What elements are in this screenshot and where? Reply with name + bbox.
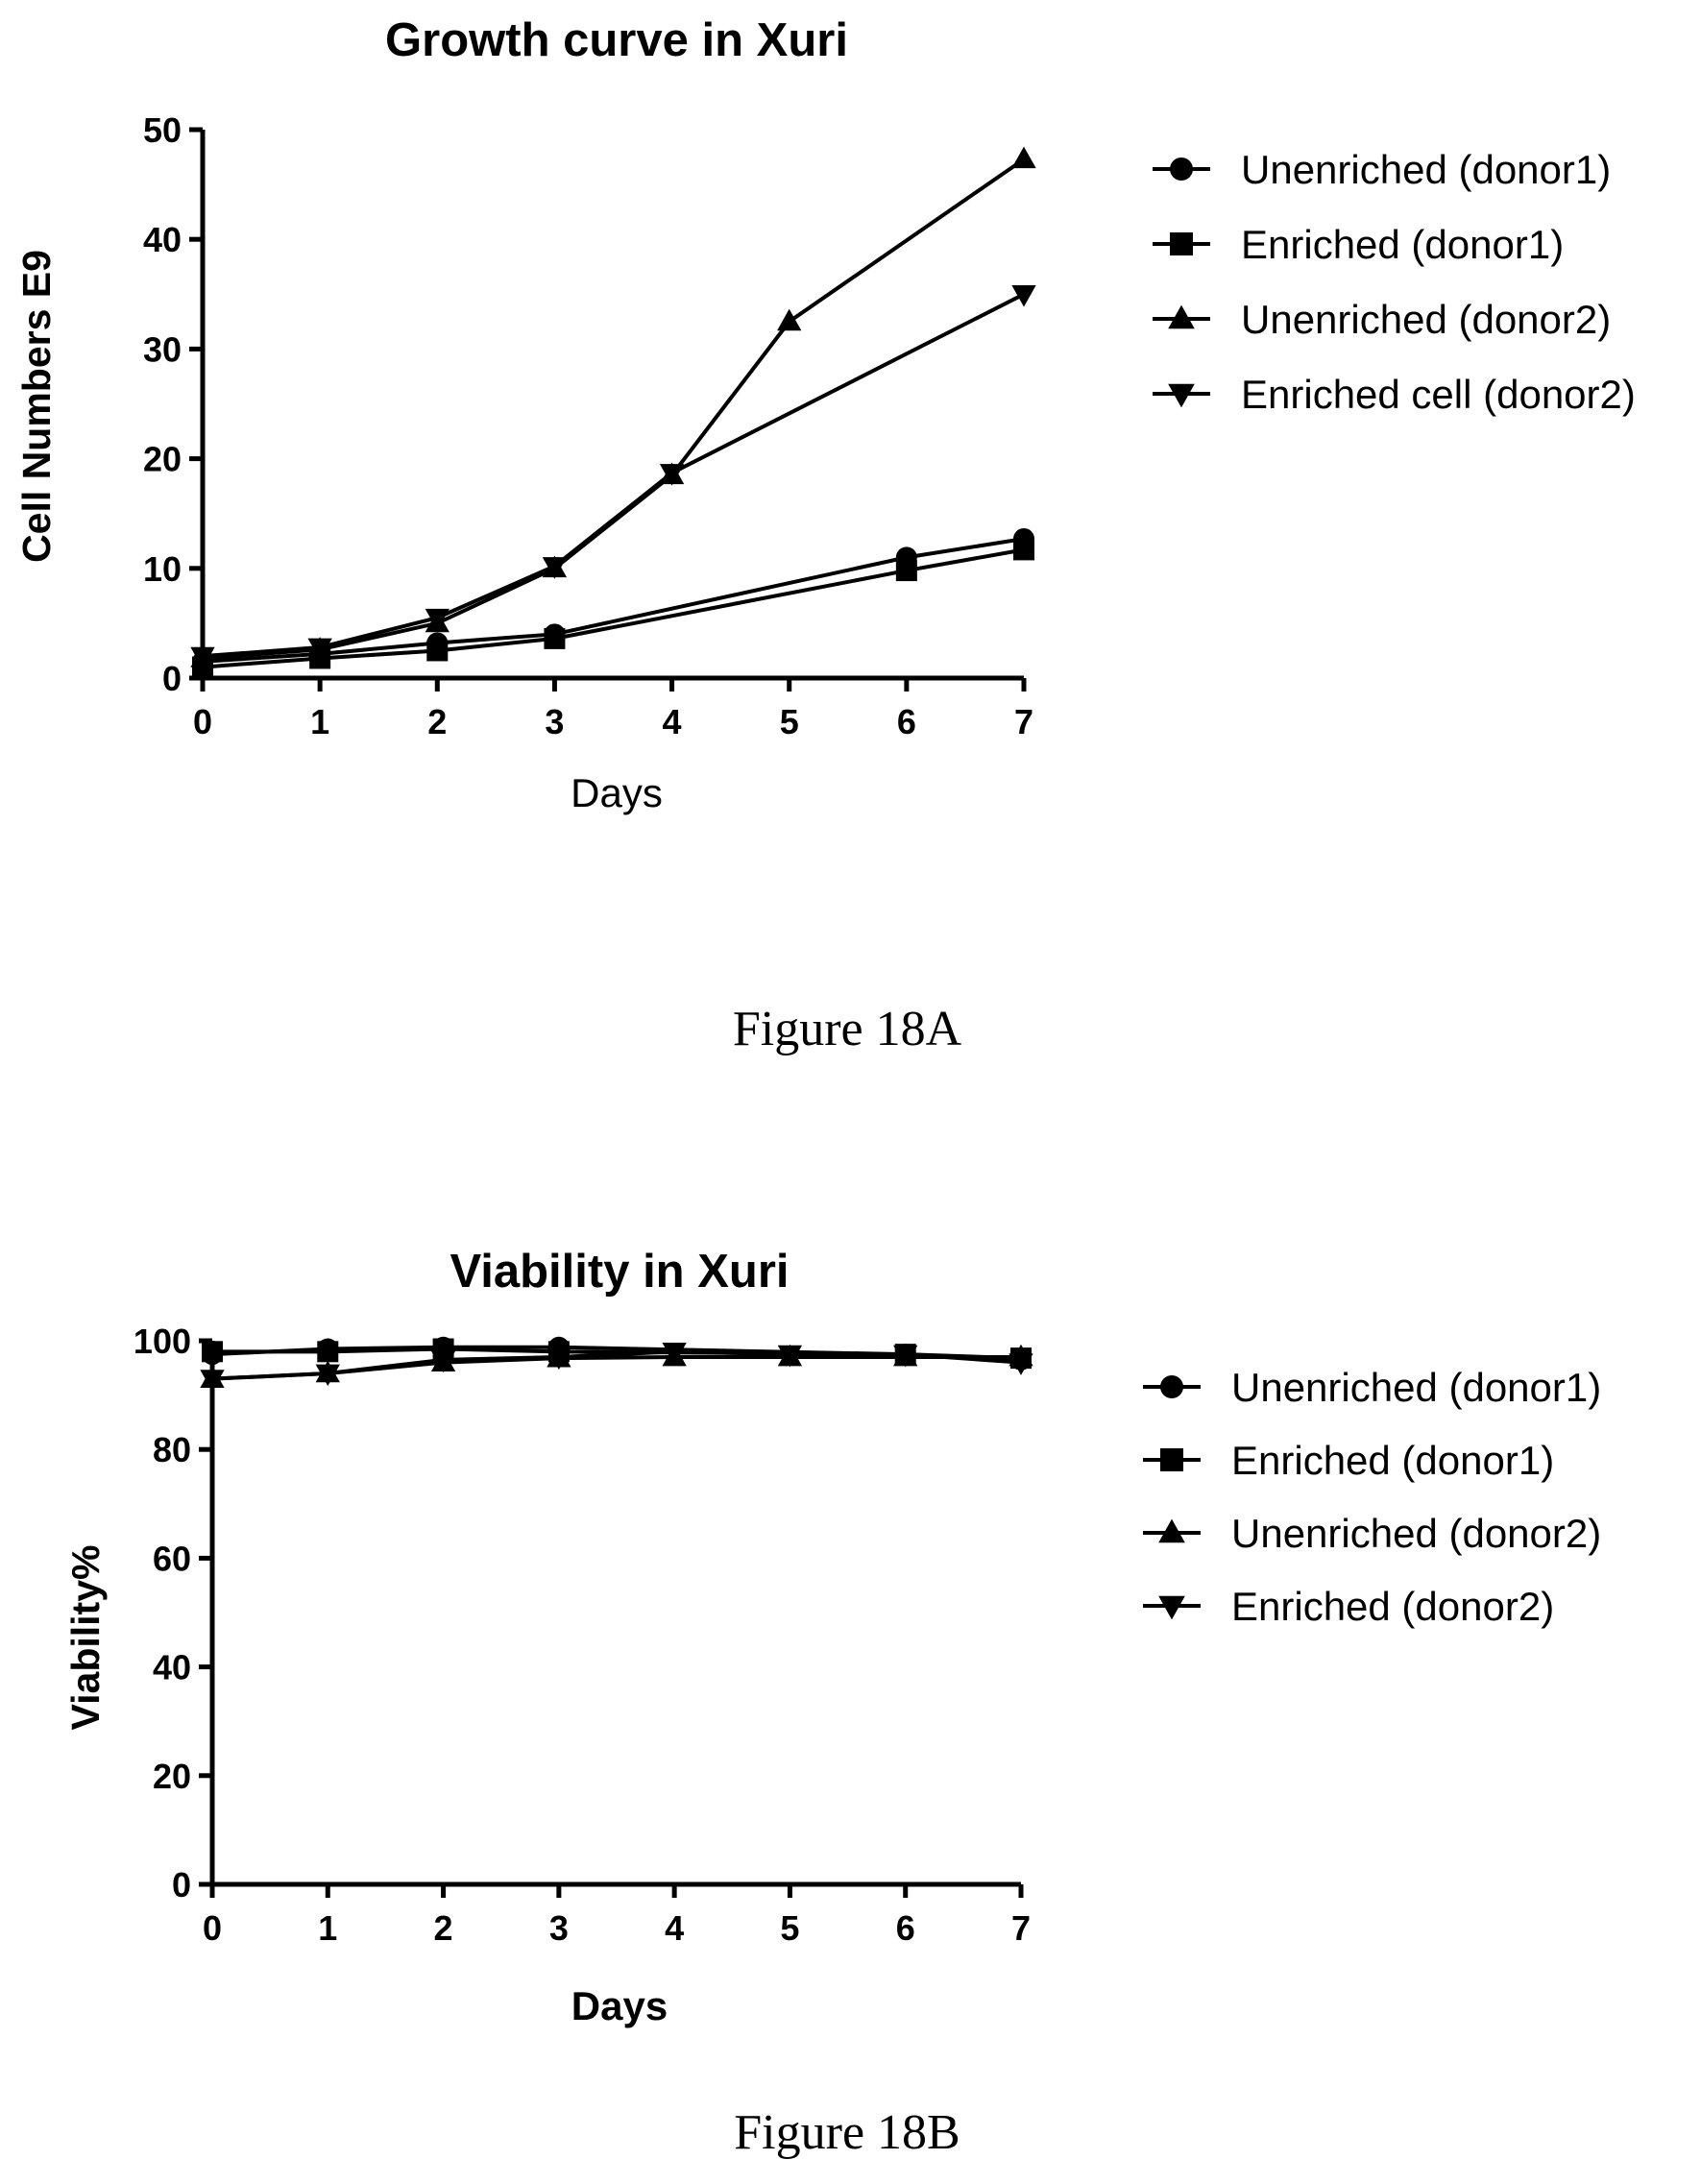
growth-curve-chart: Growth curve in Xuri Cell Numbers E9 Day…	[14, 14, 1636, 815]
data-point	[1008, 1353, 1033, 1375]
data-point	[202, 1341, 223, 1363]
legend-entry: Unenriched (donor1)	[1153, 147, 1611, 192]
y-tick-label: 100	[134, 1322, 191, 1361]
chart-title: Growth curve in Xuri	[385, 14, 848, 66]
x-tick-label: 4	[665, 1908, 684, 1948]
series-line	[202, 536, 1025, 664]
legend-label: Enriched cell (donor2)	[1241, 372, 1636, 417]
x-tick-label: 1	[318, 1908, 337, 1948]
data-point	[893, 1345, 918, 1368]
y-axis-label: Cell Numbers E9	[14, 250, 59, 563]
legend-entry: Enriched (donor1)	[1153, 222, 1564, 267]
x-tick-label: 2	[427, 702, 447, 741]
data-point	[777, 308, 802, 331]
legend-entry: Unenriched (donor2)	[1153, 297, 1611, 342]
series-line	[202, 292, 1025, 659]
x-tick-label: 5	[780, 1908, 799, 1948]
legend: Unenriched (donor1) Enriched (donor1) Unen…	[1153, 147, 1636, 417]
legend-label: Enriched (donor1)	[1231, 1438, 1554, 1483]
data-point	[426, 640, 449, 662]
legend-marker	[1160, 1448, 1183, 1471]
legend-entry: Enriched (donor2)	[1143, 1584, 1554, 1629]
x-tick-label: 5	[780, 702, 799, 741]
x-tick-label: 0	[203, 1908, 222, 1948]
data-point	[1011, 146, 1036, 169]
legend-label: Unenriched (donor2)	[1231, 1511, 1601, 1556]
data-point	[547, 1347, 571, 1371]
data-point	[662, 1342, 687, 1365]
x-tick-label: 6	[897, 702, 916, 741]
plot-area: 0 10 20 30 40 50 0 1 2 3 4 5 6 7	[143, 110, 1036, 741]
data-point	[1011, 284, 1036, 307]
y-tick-label: 30	[143, 329, 182, 369]
x-tick-label: 0	[193, 702, 212, 741]
x-tick-label: 6	[896, 1908, 915, 1948]
y-tick-label: 40	[153, 1648, 191, 1687]
legend-label: Enriched (donor1)	[1241, 222, 1564, 267]
series-line	[202, 547, 1025, 669]
legend-entry: Unenriched (donor1)	[1143, 1365, 1601, 1410]
legend-label: Unenriched (donor1)	[1231, 1365, 1601, 1410]
legend-marker	[1158, 1595, 1185, 1620]
x-axis-label: Days	[571, 770, 663, 815]
legend-entry: Enriched (donor1)	[1143, 1438, 1554, 1483]
x-tick-label: 7	[1014, 702, 1033, 741]
data-point	[659, 464, 685, 486]
x-tick-label: 2	[434, 1908, 453, 1948]
legend-marker	[1168, 383, 1195, 408]
figure-caption-18b: Figure 18B	[734, 2105, 960, 2160]
data-point	[544, 627, 566, 649]
y-tick-label: 20	[143, 440, 182, 479]
chart-title: Viability in Xuri	[450, 1246, 789, 1298]
y-tick-label: 0	[162, 659, 182, 698]
series-line	[211, 1349, 1022, 1381]
figure-caption-18a: Figure 18A	[733, 1002, 962, 1056]
legend-entry: Unenriched (donor2)	[1143, 1511, 1601, 1556]
y-tick-label: 40	[143, 220, 182, 259]
legend-label: Unenriched (donor1)	[1241, 147, 1611, 192]
data-point	[425, 608, 450, 631]
x-axis-label: Days	[571, 1983, 668, 2028]
x-tick-label: 7	[1011, 1908, 1031, 1948]
y-tick-label: 20	[153, 1757, 191, 1796]
y-tick-label: 0	[172, 1865, 191, 1905]
legend-label: Enriched (donor2)	[1231, 1584, 1554, 1629]
legend-marker	[1158, 1518, 1185, 1543]
data-point	[190, 646, 215, 669]
y-tick-label: 60	[153, 1539, 191, 1578]
data-point	[200, 1370, 225, 1392]
legend-marker	[1170, 158, 1193, 181]
legend-marker	[1168, 304, 1195, 329]
y-tick-label: 10	[143, 549, 182, 589]
x-tick-label: 4	[663, 702, 682, 741]
data-point	[307, 638, 332, 661]
data-point	[315, 1364, 340, 1387]
data-point	[1013, 539, 1034, 561]
data-point	[895, 560, 917, 582]
legend-entry: Enriched cell (donor2)	[1153, 372, 1636, 417]
data-point	[542, 557, 568, 579]
data-point	[317, 1341, 339, 1363]
y-tick-label: 50	[143, 110, 182, 150]
x-tick-label: 3	[549, 1908, 569, 1948]
y-tick-label: 80	[153, 1430, 191, 1469]
x-tick-label: 1	[310, 702, 329, 741]
viability-chart: Viability in Xuri Viability% Days 020406…	[63, 1246, 1601, 2028]
data-point	[430, 1350, 456, 1373]
x-tick-label: 3	[545, 702, 564, 741]
data-point	[777, 1345, 803, 1368]
legend-marker	[1170, 232, 1193, 255]
legend: Unenriched (donor1) Enriched (donor1) Unen…	[1143, 1365, 1601, 1629]
series-triangle-down	[200, 1342, 1033, 1392]
y-axis-label: Viability%	[63, 1545, 108, 1731]
legend-label: Unenriched (donor2)	[1241, 297, 1611, 342]
plot-area: 0 20 40 60 80 100 0 1 2 3 4 5 6 7	[134, 1322, 1033, 1948]
legend-marker	[1160, 1375, 1183, 1398]
series-triangle-down	[190, 284, 1036, 669]
